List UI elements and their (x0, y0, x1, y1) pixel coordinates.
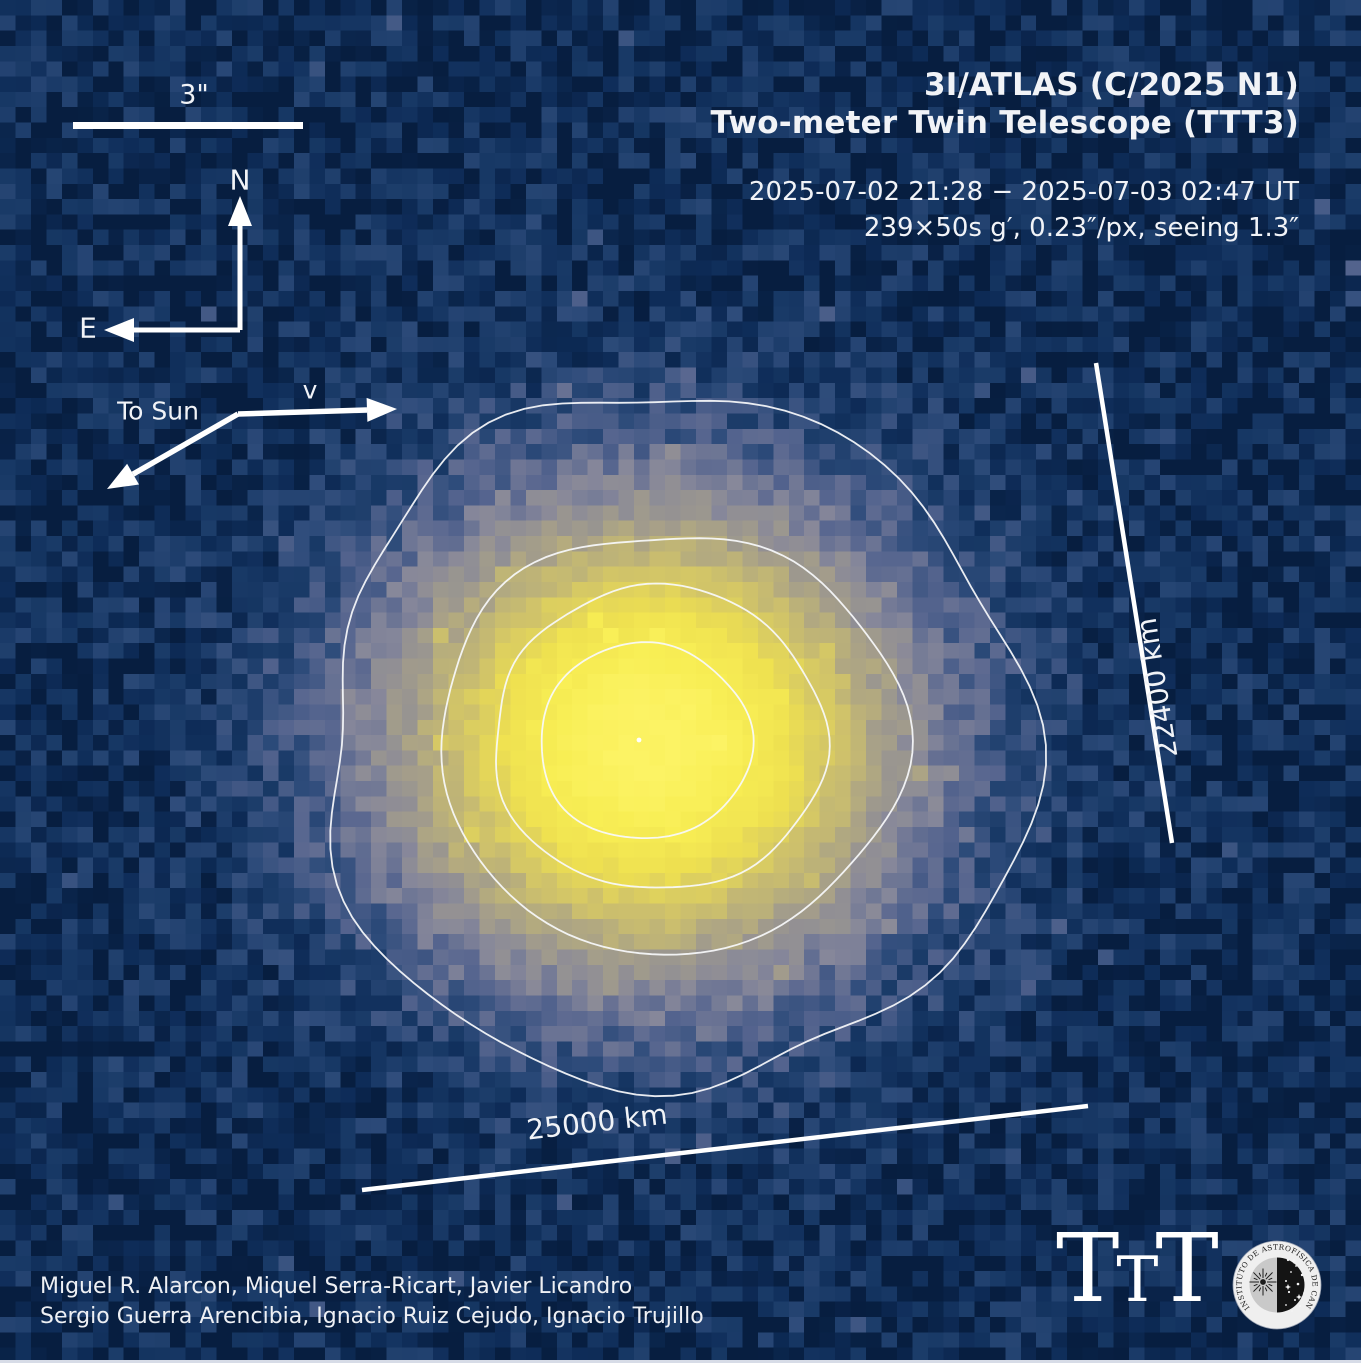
iac-logo: INSTITUTO DE ASTROFISICA DE CANARIAS · I… (1230, 1238, 1322, 1330)
star-fourpoint (1285, 1284, 1291, 1290)
sunburst-ray (1264, 1287, 1268, 1292)
sunburst-icon (1249, 1268, 1277, 1296)
to-sun-arrow-head (107, 463, 139, 489)
ttt-logo-letter-small: T (1116, 1243, 1158, 1316)
brightness-contour-3 (440, 537, 914, 956)
ttt-logo-letter: T (1155, 1214, 1218, 1324)
credits-block: Miguel R. Alarcon, Miquel Serra-Ricart, … (40, 1272, 704, 1332)
scale-bar-label: 3" (179, 79, 209, 111)
east-arrow-head (104, 318, 134, 342)
brightness-contour-4 (329, 399, 1047, 1098)
to-sun-label: To Sun (117, 396, 199, 426)
credits-line-2: Sergio Guerra Arencibia, Ignacio Ruiz Ce… (40, 1304, 704, 1329)
sunburst-ray (1253, 1277, 1258, 1281)
star-dot (1287, 1290, 1291, 1294)
star-dot (1303, 1292, 1305, 1294)
sunburst-ray (1264, 1272, 1268, 1277)
sunburst-ray (1265, 1284, 1273, 1292)
north-label: N (229, 163, 251, 197)
exposure-info: 239×50s g′, 0.23″/px, seeing 1.3″ (863, 213, 1299, 243)
scale-bar (73, 122, 303, 129)
sunburst-ray (1268, 1277, 1273, 1281)
iac-logo-sun-half (1249, 1257, 1277, 1313)
star-dot (1299, 1305, 1301, 1307)
east-label: E (79, 311, 97, 345)
star-dot (1290, 1271, 1292, 1273)
star-dot (1286, 1258, 1290, 1262)
north-arrow-head (228, 196, 252, 226)
sunburst-ray (1253, 1283, 1258, 1287)
horizontal-extent-line (361, 1103, 1089, 1193)
bottom-edge-strip (0, 1360, 1361, 1363)
sunburst-ray (1258, 1287, 1262, 1292)
credits-line-1: Miguel R. Alarcon, Miquel Serra-Ricart, … (40, 1274, 633, 1299)
star-dot (1300, 1273, 1304, 1277)
velocity-arrow-head (366, 397, 397, 422)
title-block: 3I/ATLAS (C/2025 N1) Two-meter Twin Tele… (711, 66, 1299, 142)
star-dot (1291, 1310, 1293, 1312)
sunburst-core (1260, 1279, 1266, 1285)
brightness-contour-2 (495, 582, 831, 889)
star-dot (1295, 1265, 1297, 1267)
nucleus-marker (636, 737, 642, 743)
sunburst-ray (1258, 1272, 1262, 1277)
vertical-extent-line (1093, 362, 1175, 844)
stars-icon (1285, 1258, 1305, 1312)
star-fourpoint (1296, 1294, 1302, 1300)
sunburst-ray (1265, 1272, 1273, 1280)
to-sun-arrow-shaft (131, 411, 240, 477)
star-dot (1296, 1282, 1300, 1286)
object-title: 3I/ATLAS (C/2025 N1) (923, 67, 1299, 103)
sunburst-ray (1268, 1283, 1273, 1287)
observation-window: 2025-07-02 21:28 − 2025-07-03 02:47 UT (748, 177, 1299, 207)
sunburst-ray (1253, 1272, 1261, 1280)
sunburst-ray (1253, 1284, 1261, 1292)
iac-logo-night-half (1277, 1257, 1305, 1313)
velocity-label: v (302, 375, 318, 405)
telescope-title: Two-meter Twin Telescope (TTT3) (710, 105, 1299, 141)
star-dot (1294, 1299, 1296, 1301)
observation-details-block: 2025-07-02 21:28 − 2025-07-03 02:47 UT 2… (749, 174, 1299, 246)
star-dot (1285, 1304, 1287, 1306)
star-dot (1285, 1280, 1287, 1282)
star-fourpoint (1291, 1258, 1297, 1264)
ttt-logo-letter: T (1056, 1214, 1119, 1324)
velocity-arrow-shaft (237, 407, 368, 417)
brightness-contour-1 (540, 641, 755, 839)
